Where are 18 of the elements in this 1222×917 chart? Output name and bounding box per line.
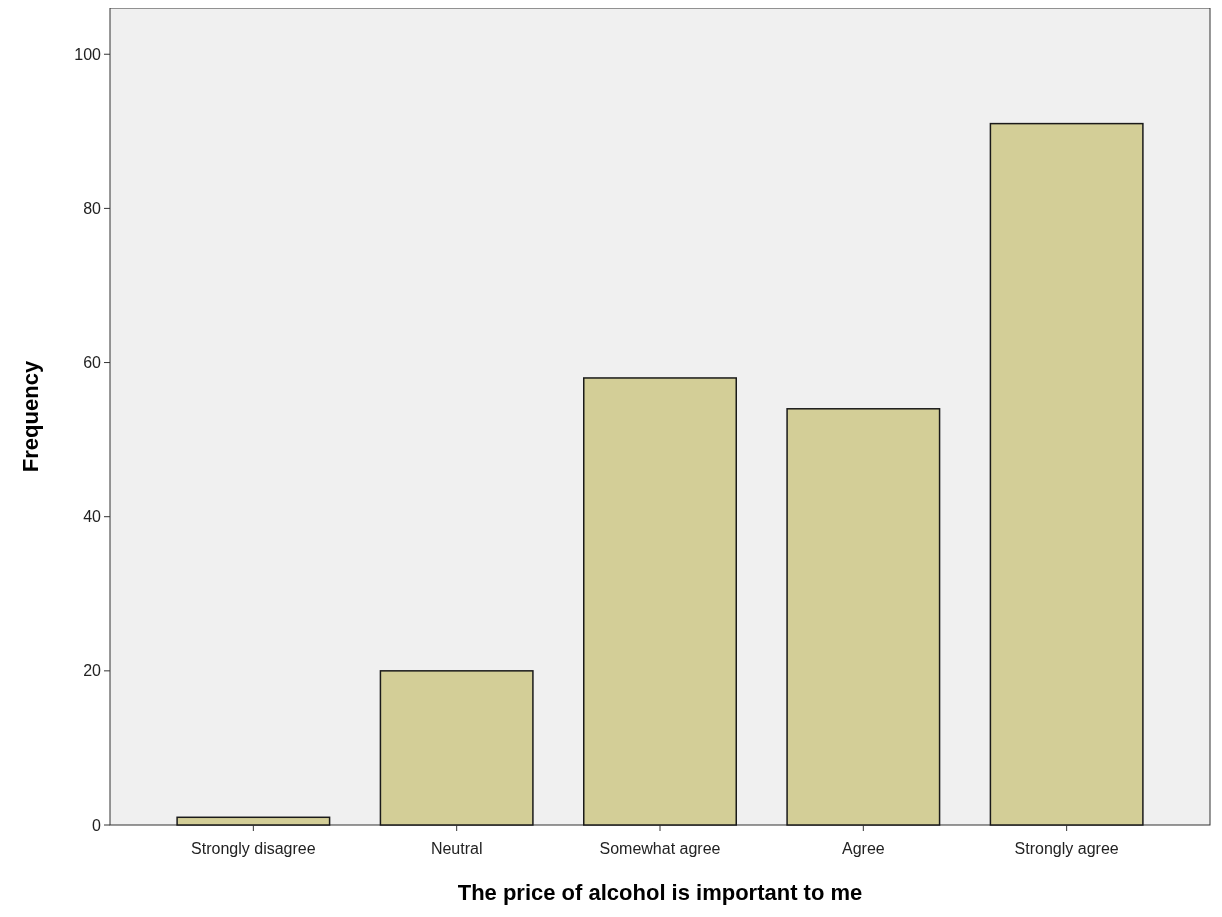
y-tick-label: 40 bbox=[83, 508, 102, 526]
bar bbox=[786, 408, 941, 826]
y-tick-label: 0 bbox=[92, 816, 102, 834]
x-tick-label: Strongly disagree bbox=[191, 840, 316, 857]
bar bbox=[176, 816, 331, 826]
x-tick-label: Strongly agree bbox=[1014, 840, 1119, 857]
y-tick-label: 20 bbox=[83, 662, 102, 680]
x-axis-title: The price of alcohol is important to me bbox=[457, 880, 863, 905]
y-axis-title: Frequency bbox=[18, 360, 43, 473]
x-tick-label: Agree bbox=[841, 840, 885, 857]
x-tick-label: Neutral bbox=[430, 840, 483, 857]
y-tick-label: 80 bbox=[83, 200, 102, 217]
bar bbox=[379, 670, 534, 826]
x-tick-label: Somewhat agree bbox=[599, 840, 721, 857]
y-tick-label: 100 bbox=[74, 45, 102, 63]
bar bbox=[583, 377, 737, 826]
bar bbox=[989, 122, 1144, 826]
y-tick-label: 60 bbox=[83, 354, 102, 372]
